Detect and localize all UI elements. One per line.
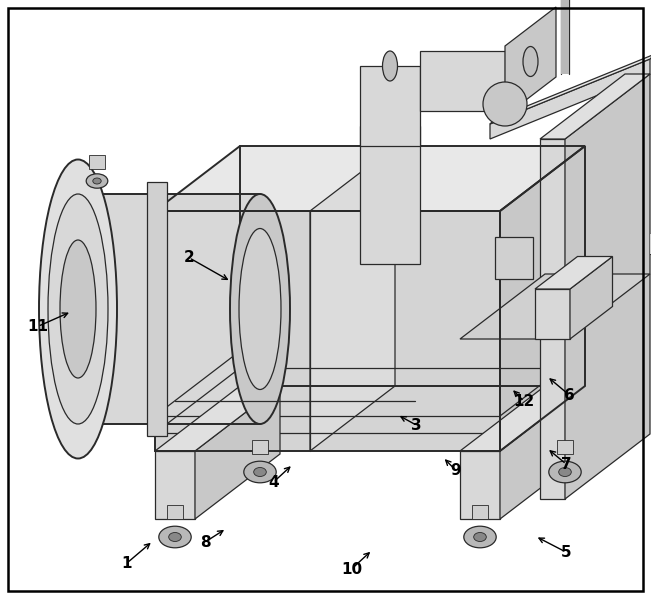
Polygon shape: [535, 256, 613, 289]
Polygon shape: [495, 237, 533, 279]
Polygon shape: [420, 51, 505, 111]
Ellipse shape: [230, 194, 290, 424]
Polygon shape: [540, 74, 650, 139]
Polygon shape: [155, 386, 280, 451]
Text: 4: 4: [268, 474, 279, 490]
Polygon shape: [490, 59, 650, 139]
Text: 3: 3: [411, 418, 422, 433]
Ellipse shape: [39, 159, 117, 458]
Ellipse shape: [239, 228, 281, 389]
Bar: [557, 440, 573, 454]
Polygon shape: [505, 7, 556, 116]
Text: 1: 1: [122, 555, 132, 571]
Ellipse shape: [244, 461, 276, 483]
Ellipse shape: [383, 51, 398, 81]
Bar: [472, 505, 488, 519]
Ellipse shape: [169, 533, 181, 541]
Polygon shape: [155, 211, 500, 451]
Text: 5: 5: [561, 544, 572, 560]
Polygon shape: [360, 126, 420, 264]
Ellipse shape: [60, 240, 96, 378]
Text: 8: 8: [200, 534, 210, 550]
Ellipse shape: [559, 467, 572, 476]
Polygon shape: [460, 386, 585, 451]
Bar: [252, 440, 268, 454]
Ellipse shape: [93, 178, 101, 184]
Polygon shape: [78, 194, 260, 424]
Polygon shape: [460, 274, 650, 339]
Polygon shape: [155, 451, 195, 519]
Text: 9: 9: [450, 462, 461, 478]
Polygon shape: [490, 54, 651, 124]
Ellipse shape: [474, 533, 486, 541]
Polygon shape: [500, 386, 585, 519]
Ellipse shape: [86, 174, 108, 188]
Polygon shape: [650, 234, 651, 254]
Polygon shape: [570, 256, 613, 339]
Polygon shape: [535, 289, 570, 339]
Ellipse shape: [464, 526, 496, 548]
Polygon shape: [565, 74, 650, 499]
Polygon shape: [155, 146, 585, 211]
Text: 10: 10: [341, 561, 362, 577]
Ellipse shape: [549, 461, 581, 483]
Text: 7: 7: [561, 456, 572, 472]
Text: 12: 12: [514, 394, 534, 409]
Ellipse shape: [159, 526, 191, 548]
Polygon shape: [360, 66, 420, 146]
Ellipse shape: [483, 82, 527, 126]
Text: 2: 2: [184, 250, 194, 265]
Ellipse shape: [48, 194, 108, 424]
Polygon shape: [147, 182, 167, 436]
Polygon shape: [460, 451, 500, 519]
Polygon shape: [310, 146, 395, 451]
Ellipse shape: [254, 467, 266, 476]
Polygon shape: [540, 139, 565, 499]
Ellipse shape: [523, 47, 538, 77]
Text: 11: 11: [27, 319, 48, 334]
Polygon shape: [500, 146, 585, 451]
Text: 6: 6: [564, 388, 575, 403]
Bar: [167, 505, 183, 519]
Polygon shape: [195, 386, 280, 519]
Polygon shape: [561, 0, 569, 74]
Bar: [89, 155, 105, 169]
